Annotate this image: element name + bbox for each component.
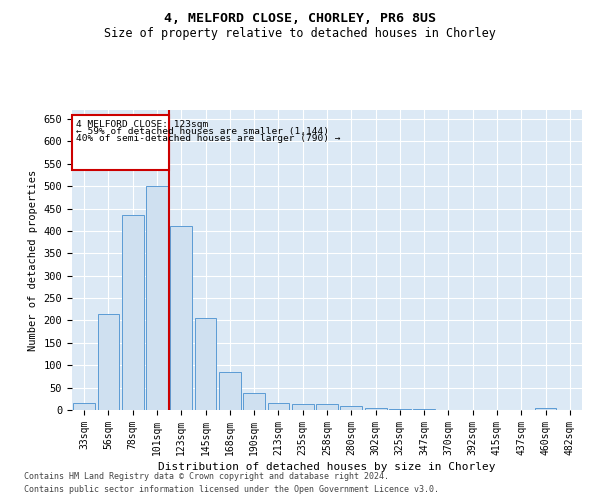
Text: Size of property relative to detached houses in Chorley: Size of property relative to detached ho…	[104, 28, 496, 40]
Text: 4, MELFORD CLOSE, CHORLEY, PR6 8US: 4, MELFORD CLOSE, CHORLEY, PR6 8US	[164, 12, 436, 26]
Bar	[72, 116, 169, 170]
Text: 4 MELFORD CLOSE: 123sqm: 4 MELFORD CLOSE: 123sqm	[76, 120, 208, 129]
Text: 40% of semi-detached houses are larger (790) →: 40% of semi-detached houses are larger (…	[76, 134, 340, 143]
Bar	[97, 314, 119, 410]
Bar	[268, 404, 289, 410]
Y-axis label: Number of detached properties: Number of detached properties	[28, 170, 38, 350]
Bar	[413, 409, 435, 410]
Bar	[170, 226, 192, 410]
Bar	[122, 215, 143, 410]
Bar	[340, 406, 362, 410]
Bar	[316, 404, 338, 410]
Bar	[146, 186, 168, 410]
Text: Contains HM Land Registry data © Crown copyright and database right 2024.: Contains HM Land Registry data © Crown c…	[24, 472, 389, 481]
Bar	[73, 404, 95, 410]
Bar	[389, 408, 411, 410]
Bar	[243, 393, 265, 410]
Bar	[292, 404, 314, 410]
Bar	[194, 318, 217, 410]
Bar	[365, 408, 386, 410]
X-axis label: Distribution of detached houses by size in Chorley: Distribution of detached houses by size …	[158, 462, 496, 472]
Bar	[219, 372, 241, 410]
Text: Contains public sector information licensed under the Open Government Licence v3: Contains public sector information licen…	[24, 485, 439, 494]
Bar	[535, 408, 556, 410]
Text: ← 59% of detached houses are smaller (1,144): ← 59% of detached houses are smaller (1,…	[76, 127, 329, 136]
